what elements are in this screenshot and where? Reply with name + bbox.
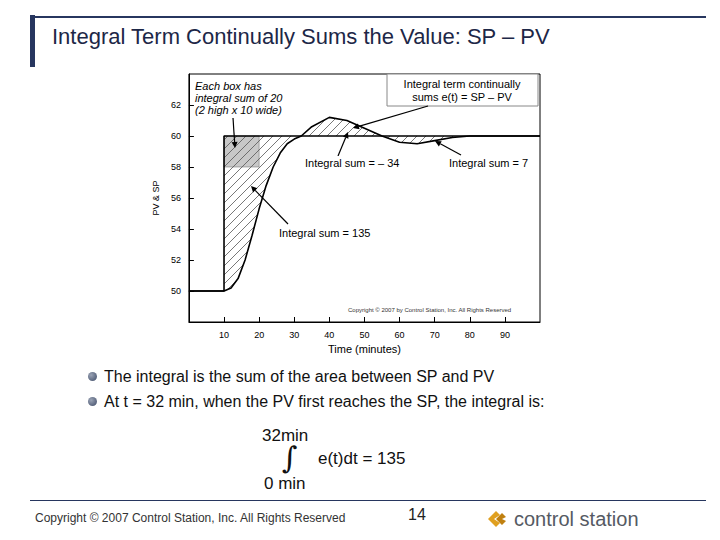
html-text:14: 14	[408, 506, 426, 523]
html-text:At t = 32 min, when the PV fir: At t = 32 min, when the PV first reaches…	[104, 393, 545, 410]
svg-text:sums e(t) = SP – PV: sums e(t) = SP – PV	[412, 91, 512, 103]
html-text:Copyright © 2007 Control Stati: Copyright © 2007 Control Station, Inc. A…	[35, 511, 346, 525]
svg-text:Integral term continually: Integral term continually	[404, 78, 521, 90]
svg-text:40: 40	[324, 330, 334, 340]
svg-text:Integral sum = 135: Integral sum = 135	[279, 227, 370, 239]
svg-text:Copyright © 2007 by Control St: Copyright © 2007 by Control Station, Inc…	[348, 307, 511, 313]
html-text:The integral is the sum of the: The integral is the sum of the area betw…	[104, 368, 495, 385]
svg-text:30: 30	[289, 330, 299, 340]
svg-text:10: 10	[219, 330, 229, 340]
svg-text:20: 20	[254, 330, 264, 340]
svg-text:PV & SP: PV & SP	[151, 180, 161, 215]
svg-text:Each box has: Each box has	[195, 80, 262, 92]
svg-text:50: 50	[171, 286, 181, 296]
svg-text:60: 60	[171, 131, 181, 141]
svg-text:54: 54	[171, 224, 181, 234]
svg-text:80: 80	[465, 330, 475, 340]
html-text:32min: 32min	[262, 426, 309, 445]
svg-text:Integral sum = – 34: Integral sum = – 34	[305, 157, 399, 169]
svg-text:Integral sum = 7: Integral sum = 7	[449, 157, 528, 169]
html-text:e(t)dt = 135: e(t)dt = 135	[318, 449, 406, 468]
svg-text:62: 62	[171, 100, 181, 110]
svg-text:70: 70	[430, 330, 440, 340]
html-text:Integral Term Continually Sums: Integral Term Continually Sums the Value…	[52, 24, 550, 49]
svg-text:60: 60	[395, 330, 405, 340]
svg-text:50: 50	[359, 330, 369, 340]
svg-text:integral sum of 20: integral sum of 20	[195, 92, 283, 104]
svg-text:58: 58	[171, 162, 181, 172]
html-text:control station: control station	[514, 507, 639, 530]
svg-text:52: 52	[171, 255, 181, 265]
svg-text:56: 56	[171, 193, 181, 203]
svg-text:(2 high x 10 wide): (2 high x 10 wide)	[195, 104, 282, 116]
svg-text:90: 90	[500, 330, 510, 340]
html-text:0 min: 0 min	[264, 474, 306, 493]
svg-text:Time (minutes): Time (minutes)	[328, 343, 401, 355]
